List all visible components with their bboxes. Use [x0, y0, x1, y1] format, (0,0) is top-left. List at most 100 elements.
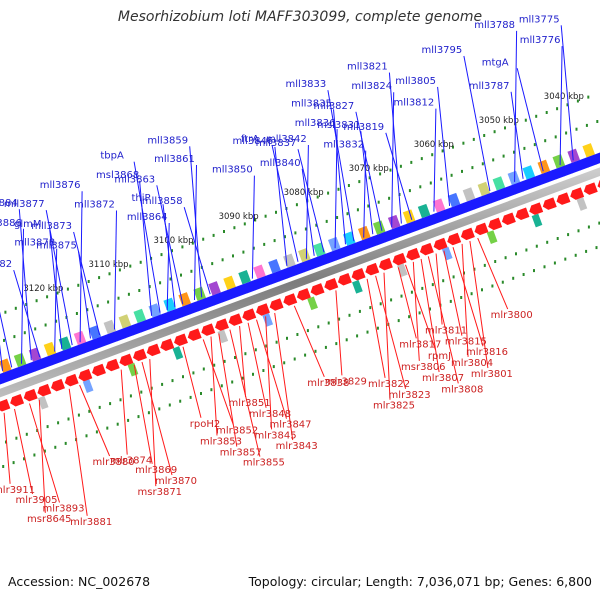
reverse-gene-arrow[interactable] [295, 288, 311, 302]
reverse-gene-arrow[interactable] [418, 242, 434, 257]
reverse-gene-arrow[interactable] [22, 388, 38, 403]
reverse-gene-label[interactable]: msr3806 [401, 362, 446, 373]
reverse-gene-label[interactable]: mlr3905 [15, 495, 57, 506]
forward-gene-label[interactable]: mll3884 [0, 198, 18, 209]
reverse-gene-label[interactable]: mlr3857 [220, 448, 262, 459]
reverse-gene-label[interactable]: rpmJ [428, 351, 451, 362]
reverse-gene-arrow[interactable] [36, 383, 52, 398]
reverse-gene-label[interactable]: mlr3847 [269, 420, 311, 431]
forward-gene-label[interactable]: mll3861 [154, 154, 195, 165]
reverse-gene-label[interactable]: mlr3808 [441, 384, 483, 395]
reverse-gene-label[interactable]: mlr3851 [229, 398, 271, 409]
forward-gene-label[interactable]: mll3873 [31, 221, 72, 232]
reverse-gene-label[interactable]: mlr3843 [276, 441, 318, 452]
reverse-gene-arrow[interactable] [282, 293, 298, 307]
forward-gene-label[interactable]: mtgA [482, 57, 509, 68]
reverse-gene-label[interactable]: mlr3829 [325, 376, 367, 387]
reverse-gene-arrow[interactable] [227, 313, 243, 327]
reverse-gene-arrow[interactable] [555, 192, 571, 206]
forward-gene-label[interactable]: mll3835 [291, 98, 332, 109]
forward-gene-label[interactable]: msl3831 [317, 120, 360, 131]
reverse-gene-arrow[interactable] [473, 222, 489, 237]
reverse-gene-arrow[interactable] [377, 257, 393, 272]
forward-gene-label[interactable]: mll3877 [4, 199, 45, 210]
reverse-gene-label[interactable]: mlr3804 [451, 358, 493, 369]
reverse-gene-arrow[interactable] [514, 207, 530, 222]
reverse-gene-label[interactable]: mlr3852 [216, 425, 258, 436]
reverse-gene-arrow[interactable] [172, 333, 188, 348]
forward-gene-label[interactable]: mll3876 [40, 180, 81, 191]
reverse-gene-arrow[interactable] [200, 323, 216, 337]
forward-gene-label[interactable]: mll3846 [233, 136, 274, 147]
reverse-gene-arrow[interactable] [104, 358, 120, 373]
forward-gene-label[interactable]: msl3868 [96, 170, 139, 181]
forward-gene-label[interactable]: mll3837 [256, 138, 297, 149]
reverse-gene-label[interactable]: mlr3811 [425, 326, 467, 337]
reverse-gene-arrow[interactable] [145, 343, 161, 358]
reverse-gene-label[interactable]: mlr3815 [445, 337, 487, 348]
reverse-gene-label[interactable]: mlr3869 [135, 465, 177, 476]
reverse-gene-arrow[interactable] [541, 197, 557, 211]
reverse-gene-arrow[interactable] [500, 212, 516, 227]
reverse-gene-arrow[interactable] [0, 399, 11, 413]
reverse-gene-label[interactable]: mlr3848 [249, 409, 291, 420]
forward-gene-label[interactable]: ftrA [241, 134, 259, 145]
forward-gene-label[interactable]: mll3863 [114, 174, 155, 185]
reverse-gene-arrow[interactable] [405, 247, 421, 262]
forward-gene-label[interactable]: mll3840 [260, 158, 301, 169]
reverse-gene-label[interactable]: mlr3800 [491, 310, 533, 321]
reverse-gene-label[interactable]: mlr3853 [200, 437, 242, 448]
forward-gene-label[interactable]: mll3805 [395, 76, 436, 87]
reverse-gene-arrow[interactable] [582, 182, 598, 196]
reverse-gene-label[interactable]: mlr3870 [155, 476, 197, 487]
reverse-gene-label[interactable]: mlr3911 [0, 485, 35, 496]
reverse-gene-arrow[interactable] [8, 394, 25, 408]
reverse-gene-arrow[interactable] [49, 378, 65, 393]
forward-gene-label[interactable]: mll3836 [295, 118, 336, 129]
forward-gene-label[interactable]: tbpA [100, 151, 124, 162]
forward-gene-label[interactable]: mll3812 [394, 98, 435, 109]
reverse-gene-label[interactable]: mlr3838 [307, 378, 349, 389]
forward-gene-label[interactable]: mll3864 [127, 212, 168, 223]
reverse-gene-arrow[interactable] [118, 353, 134, 368]
reverse-gene-arrow[interactable] [432, 237, 448, 252]
reverse-gene-arrow[interactable] [131, 348, 147, 363]
reverse-gene-label[interactable]: mlr3855 [243, 458, 285, 469]
reverse-gene-label[interactable]: mlr3801 [471, 369, 513, 380]
forward-gene-label[interactable]: mll3833 [286, 79, 327, 90]
reverse-gene-arrow[interactable] [528, 202, 544, 216]
reverse-gene-label[interactable]: mlr3874 [110, 456, 152, 467]
reverse-gene-label[interactable]: mlr3817 [399, 339, 441, 350]
reverse-gene-label[interactable]: mlr3825 [373, 401, 415, 412]
reverse-gene-label[interactable]: mlr3816 [466, 347, 508, 358]
forward-gene-label[interactable]: mll3872 [74, 200, 115, 211]
reverse-gene-arrow[interactable] [309, 283, 325, 297]
forward-gene-labels[interactable]: mll3892mll3887tolBmll3886mll3884mll3882m… [0, 14, 560, 289]
reverse-gene-arrow[interactable] [364, 262, 380, 277]
forward-gene-label[interactable]: mll3875 [36, 240, 77, 251]
forward-gene-label[interactable]: mll3858 [142, 196, 183, 207]
forward-gene-label[interactable]: mll3795 [422, 45, 463, 56]
reverse-gene-arrow[interactable] [213, 318, 229, 332]
reverse-gene-label[interactable]: mlr3845 [255, 430, 297, 441]
forward-gene-label[interactable]: mll3850 [212, 165, 253, 176]
reverse-gene-arrow[interactable] [323, 278, 339, 292]
forward-gene-label[interactable]: glmM [14, 219, 42, 230]
reverse-gene-arrow[interactable] [159, 338, 175, 353]
reverse-gene-arrow[interactable] [459, 227, 475, 242]
reverse-gene-label[interactable]: msr8645 [27, 514, 72, 525]
forward-gene-label[interactable]: mll3886 [0, 218, 22, 229]
forward-gene-label[interactable]: mll3776 [520, 35, 561, 46]
reverse-gene-arrow[interactable] [63, 373, 79, 388]
forward-gene-label[interactable]: mll3819 [343, 122, 384, 133]
forward-gene-label[interactable]: mll3859 [147, 135, 188, 146]
reverse-gene-arrow[interactable] [446, 232, 462, 247]
forward-gene-label[interactable]: mll3821 [347, 62, 388, 73]
reverse-gene-arrow[interactable] [186, 328, 202, 342]
forward-gene-label[interactable]: mll3842 [266, 134, 307, 145]
reverse-gene-label[interactable]: mlr3893 [42, 504, 84, 515]
reverse-gene-label[interactable]: mlr3823 [389, 390, 431, 401]
gene-arrows[interactable] [0, 150, 600, 412]
reverse-gene-arrow[interactable] [391, 252, 407, 267]
